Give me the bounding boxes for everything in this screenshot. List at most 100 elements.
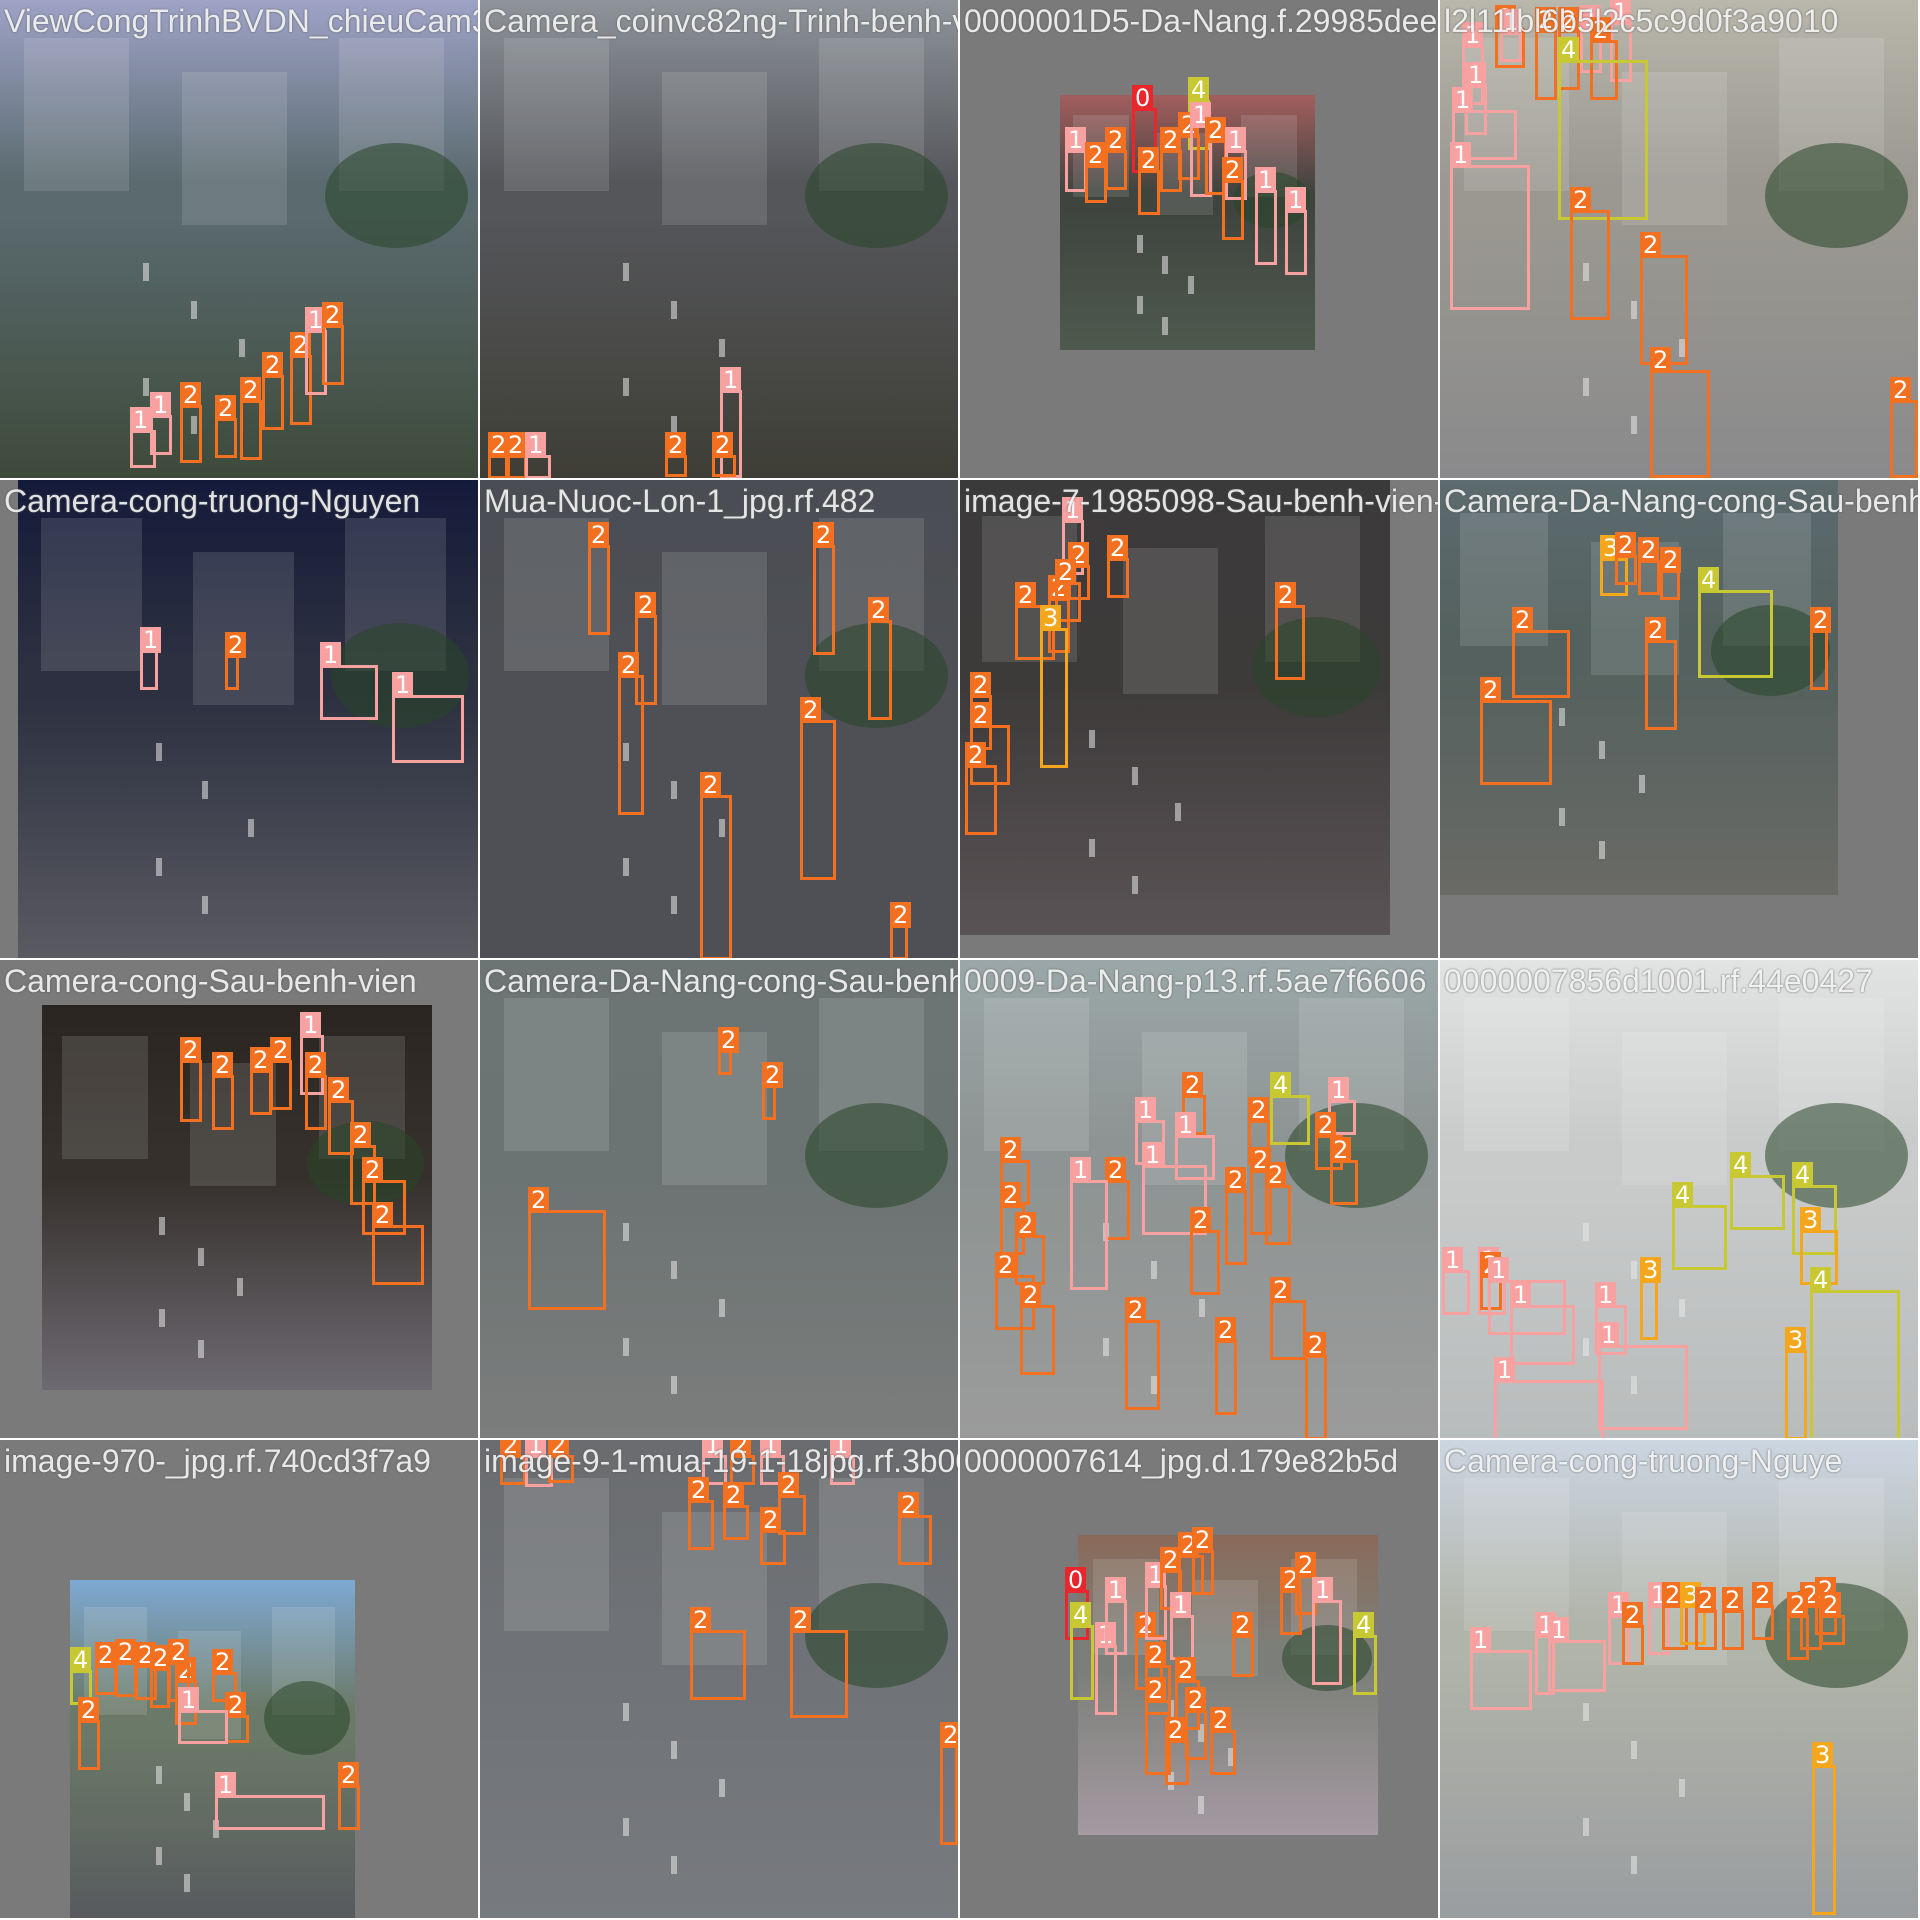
detection-box: 2 xyxy=(1662,1582,1688,1650)
class-label: 2 xyxy=(1558,7,1580,33)
class-label: 2 xyxy=(868,597,890,623)
lane-marking xyxy=(671,1741,677,1759)
detection-box: 2 xyxy=(1215,1317,1237,1415)
class-label: 1 xyxy=(130,407,152,433)
detection-box: 2 xyxy=(1820,1592,1845,1645)
image-filename: Camera-cong-Sau-benh-vien xyxy=(4,963,417,999)
class-label: 2 xyxy=(1695,1587,1717,1613)
detection-box: 2 xyxy=(800,697,836,880)
detection-box: 2 xyxy=(1660,547,1682,600)
class-label: 4 xyxy=(70,1647,92,1673)
building xyxy=(504,1478,609,1631)
mosaic-tile: 1 1 1 1 2 1 2 3 2 2 2 2 2 2 2 3 Camera-cong-truong-Nguye xyxy=(1440,1440,1918,1918)
class-label: 2 xyxy=(505,432,527,458)
lane-marking xyxy=(1168,1772,1174,1790)
class-label: 1 xyxy=(1470,1627,1492,1653)
class-label: 4 xyxy=(1672,1182,1694,1208)
lane-marking xyxy=(202,781,208,799)
detection-box: 2 xyxy=(1650,347,1710,478)
class-label: 2 xyxy=(1752,1582,1774,1608)
detection-box: 1 xyxy=(1135,1097,1165,1165)
building xyxy=(24,38,129,191)
detection-box: 2 xyxy=(688,1477,714,1550)
class-label: 2 xyxy=(1015,582,1037,608)
detection-box: 3 xyxy=(1040,605,1068,768)
class-label: 2 xyxy=(1820,1592,1842,1618)
class-label: 4 xyxy=(1810,1267,1832,1293)
detection-box: 2 xyxy=(168,1639,190,1702)
class-label: 1 xyxy=(1452,87,1474,113)
class-label: 2 xyxy=(665,432,687,458)
lane-marking xyxy=(1137,235,1143,253)
detection-box: 2 xyxy=(1480,677,1552,785)
detection-box: 1 xyxy=(1610,0,1632,82)
class-label: 1 xyxy=(830,1440,852,1458)
class-label: 2 xyxy=(215,395,237,421)
detection-box: 2 xyxy=(1055,559,1081,622)
class-label: 2 xyxy=(635,592,657,618)
building xyxy=(62,1036,148,1159)
class-label: 2 xyxy=(1640,232,1662,258)
detection-box: 1 xyxy=(1175,1112,1215,1180)
lane-marking xyxy=(1583,1818,1589,1836)
class-label: 2 xyxy=(1085,142,1107,168)
detection-box: 1 xyxy=(1255,167,1277,265)
class-label: 2 xyxy=(1660,547,1682,573)
detection-box: 1 xyxy=(215,1772,325,1830)
class-label: 2 xyxy=(970,702,992,728)
detection-box: 2 xyxy=(762,1062,784,1120)
class-label: 1 xyxy=(1065,127,1087,153)
detection-box: 2 xyxy=(778,1472,806,1535)
detection-box: 4 xyxy=(1270,1072,1310,1145)
lane-marking xyxy=(719,1299,725,1317)
class-label: 1 xyxy=(525,432,547,458)
lane-marking xyxy=(237,1278,243,1296)
class-label: 2 xyxy=(1535,7,1557,33)
tree xyxy=(264,1681,350,1755)
detection-box: 2 xyxy=(1305,1332,1327,1438)
class-label: 2 xyxy=(1182,1072,1204,1098)
lane-marking xyxy=(671,1261,677,1279)
detection-box: 2 xyxy=(212,1649,237,1702)
class-label: 2 xyxy=(970,672,992,698)
class-label: 2 xyxy=(730,1440,752,1458)
detection-box: 2 xyxy=(898,1492,932,1565)
class-label: 1 xyxy=(1548,1617,1570,1643)
lane-marking xyxy=(239,339,245,357)
road-surface xyxy=(1060,210,1315,350)
lane-marking xyxy=(1599,841,1605,859)
class-label: 1 xyxy=(1500,9,1522,35)
mosaic-tile: 1 2 1 1 Camera-cong-truong-Nguyen xyxy=(0,480,478,958)
building xyxy=(1460,513,1548,646)
class-label: 1 xyxy=(760,1440,782,1458)
tree xyxy=(805,623,948,728)
class-label: 2 xyxy=(995,1252,1017,1278)
class-label: 2 xyxy=(212,1052,234,1078)
class-label: 2 xyxy=(790,1607,812,1633)
building xyxy=(1622,72,1727,225)
class-label: 2 xyxy=(1645,617,1667,643)
lane-marking xyxy=(248,819,254,837)
class-label: 4 xyxy=(1270,1072,1292,1098)
detection-box: 2 xyxy=(488,432,510,478)
class-label: 2 xyxy=(1275,582,1297,608)
class-label: 2 xyxy=(1145,1677,1167,1703)
class-label: 1 xyxy=(300,1012,322,1038)
lane-marking xyxy=(1199,1299,1205,1317)
detection-box: 2 xyxy=(718,1027,740,1075)
class-label: 4 xyxy=(1698,567,1720,593)
lane-marking xyxy=(719,1779,725,1797)
detection-box: 2 xyxy=(760,1507,786,1565)
mosaic-tile: 2 2 2 2 1 2 2 2 2 2 Camera-cong-Sau-benh-vien xyxy=(0,960,478,1438)
detection-box: 1 xyxy=(130,407,156,468)
class-label: 2 xyxy=(1890,377,1912,403)
class-label: 2 xyxy=(1248,1097,1270,1123)
detection-box: 0 xyxy=(1065,1567,1089,1640)
class-label: 2 xyxy=(1225,1167,1247,1193)
class-label: 2 xyxy=(1107,535,1129,561)
detection-box: 2 xyxy=(180,382,202,463)
mosaic-tile: 2212122Camera_coinvc82ng-Trinh-benh-vien xyxy=(480,0,958,478)
class-label: 1 xyxy=(1312,1577,1334,1603)
class-label: 1 xyxy=(1135,1097,1157,1123)
class-label: 2 xyxy=(1215,1317,1237,1343)
